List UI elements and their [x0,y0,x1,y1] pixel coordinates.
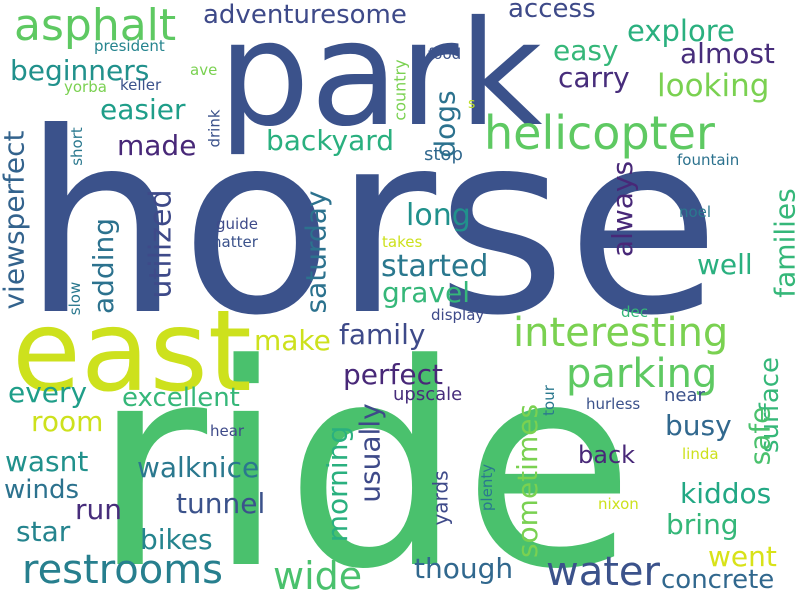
word-president: president [94,37,165,55]
word-plenty: plenty [478,463,497,512]
word-star: star [16,515,71,548]
word-nixon: nixon [598,495,639,513]
word-horse: horse [22,79,721,370]
word-ride: ride [92,305,635,600]
word-park: park [218,0,543,159]
word-tunnel: tunnel [176,487,266,520]
word-easy: easy [553,34,619,67]
word-made: made [117,129,197,162]
word-guide: guide [216,215,258,233]
word-upscale: upscale [393,384,463,405]
word-morning: morning [321,425,355,543]
word-safe: safe [743,406,777,466]
word-adventuresome: adventuresome [203,0,407,30]
word-tour: tour [539,385,558,416]
word-looking: looking [657,68,770,104]
word-east: east [12,287,252,417]
word-perfect: perfect [343,358,443,391]
word-always: always [606,160,640,258]
word-slow: slow [66,281,85,316]
word-ave: ave [190,61,218,79]
word-display: display [431,306,485,324]
word-excellent: excellent [122,383,240,413]
word-country: country [390,59,410,121]
word-wide: wide [273,554,363,598]
word-well: well [697,248,753,281]
word-run: run [75,493,123,526]
word-natter: natter [212,233,258,251]
word-bring: bring [666,508,739,541]
word-easier: easier [100,93,186,126]
word-make: make [254,324,331,357]
word-drink: drink [205,109,224,148]
word-room: room [31,405,104,438]
word-stop: stop [424,144,463,165]
word-usually: usually [353,403,387,503]
word-yards: yards [428,470,453,526]
word-asphalt: asphalt [14,0,177,51]
word-water: water [546,549,660,595]
word-kiddos: kiddos [680,477,772,510]
word-s: s [468,96,476,112]
word-explore: explore [627,14,735,48]
word-linda: linda [682,445,719,463]
word-fountain: fountain [677,151,740,169]
word-every: every [8,376,88,409]
word-concrete: concrete [661,565,775,595]
word-access: access [508,0,596,24]
word-wasnt: wasnt [5,445,89,478]
word-noel: noel [679,203,712,221]
word-went: went [708,540,777,573]
word-short: short [67,127,86,166]
word-saturday: saturday [299,190,333,314]
word-gravel: gravel [382,276,471,309]
word-dec: dec [621,303,648,321]
word-helicopter: helicopter [484,106,715,160]
word-backyard: backyard [266,124,395,157]
word-beginners: beginners [10,54,150,87]
word-long: long [406,198,471,233]
word-bikes: bikes [140,523,213,556]
word-family: family [339,318,426,351]
word-takes: takes [382,233,423,251]
word-carry: carry [558,61,630,94]
word-families: families [768,188,800,298]
word-started: started [381,249,489,284]
word-keller: keller [120,76,162,94]
word-hurless: hurless [586,395,641,413]
word-interesting: interesting [513,310,729,356]
word-though: though [414,552,514,585]
word-busy: busy [665,409,732,442]
word-winds: winds [4,475,80,505]
word-viewsperfect: viewsperfect [0,130,31,310]
word-utilized: utilized [143,189,179,299]
word-restrooms: restrooms [22,547,224,593]
word-yorba: yorba [64,78,107,96]
word-almost: almost [680,37,775,70]
word-back: back [578,441,636,469]
word-near: near [664,385,705,406]
word-hear: hear [210,422,245,440]
word-adding: adding [87,217,121,315]
word-walknice: walknice [137,451,260,484]
word-sometimes: sometimes [511,403,545,559]
word-food: food [428,45,462,63]
word-parking: parking [566,351,718,397]
